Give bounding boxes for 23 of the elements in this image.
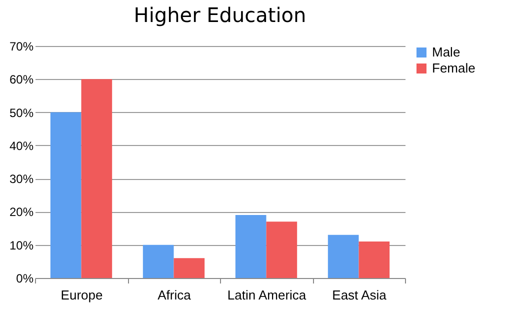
legend-label: Female <box>432 60 476 76</box>
bar <box>50 112 82 278</box>
y-tick-label: 50% <box>9 106 34 120</box>
bar <box>266 222 298 278</box>
bar <box>358 242 390 278</box>
bar <box>235 215 266 278</box>
y-tick-label: 10% <box>9 238 34 252</box>
y-tick-label: 0% <box>16 272 34 286</box>
y-tick-label: 40% <box>9 138 34 153</box>
chart-title: Higher Education <box>134 3 306 27</box>
bar <box>142 244 174 278</box>
bar <box>328 234 359 278</box>
y-tick-label: 20% <box>9 205 34 220</box>
x-tick-label: East Asia <box>332 288 388 302</box>
x-tick-label: Europe <box>60 288 103 302</box>
y-tick-label: 30% <box>9 172 34 186</box>
legend-label: Male <box>432 44 460 60</box>
x-tick-label: Latin America <box>227 288 307 302</box>
y-tick-label: 60% <box>9 72 34 87</box>
y-tick-label: 70% <box>9 40 34 54</box>
bar <box>81 79 112 278</box>
bar <box>174 258 205 278</box>
x-tick-label: Africa <box>158 288 192 302</box>
